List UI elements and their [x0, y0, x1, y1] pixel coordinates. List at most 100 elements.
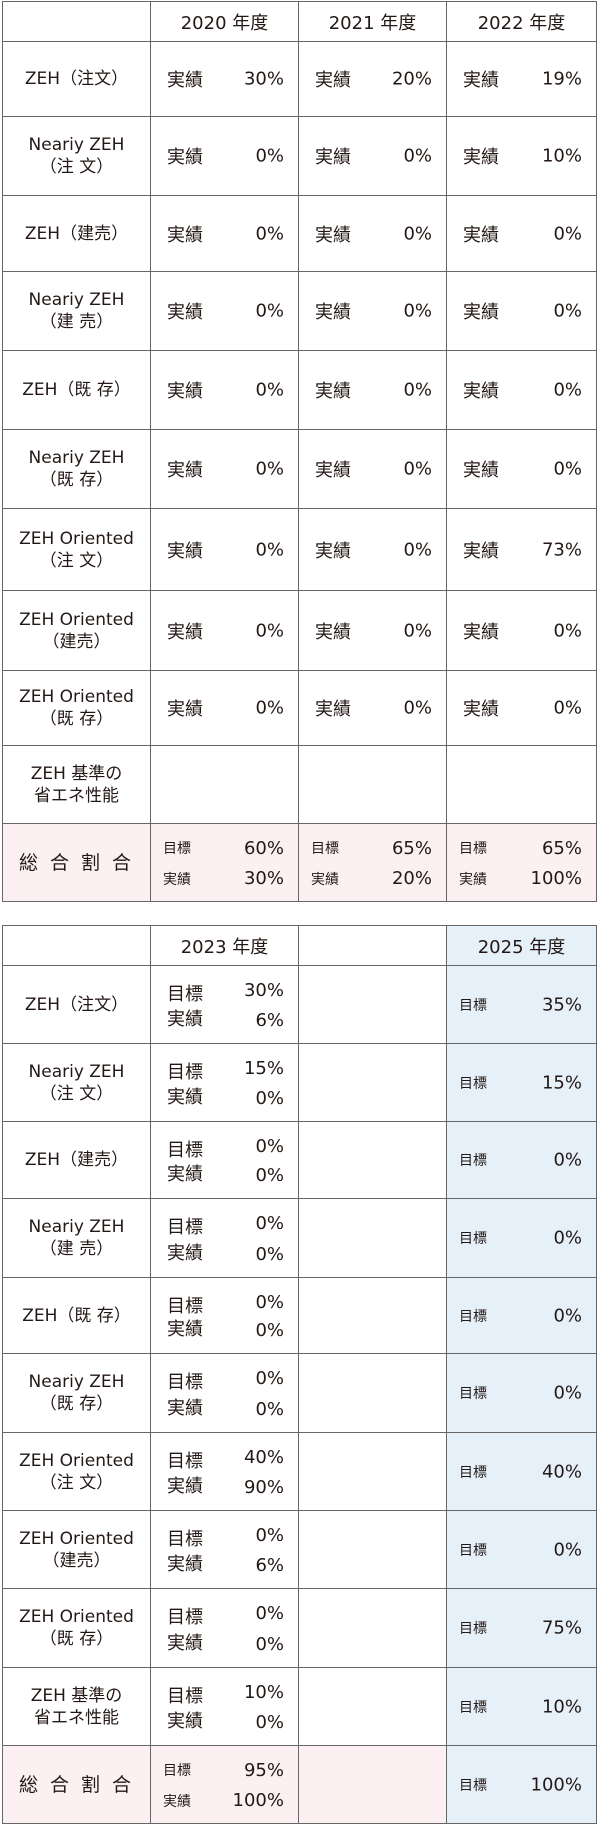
table-row: ZEH（注文） 目標 30% 実績 6% 目標 35%	[2, 965, 597, 1044]
target-label: 目標	[167, 1529, 203, 1550]
row-label: ZEH（建売）	[2, 195, 151, 272]
row-label: Neariy ZEH （注 文）	[2, 116, 151, 196]
target-value: 0%	[553, 1149, 582, 1171]
value-cell: 実績 20%	[298, 41, 447, 117]
target-label: 目標	[459, 1386, 487, 1402]
actual-label: 実績	[315, 381, 351, 402]
target-label: 目標	[459, 1464, 487, 1481]
actual-value: 100%	[232, 1790, 284, 1811]
target-label: 目標	[459, 1621, 487, 1637]
value-cell-2025: 目標 75%	[446, 1588, 597, 1668]
target-value: 65%	[391, 838, 432, 859]
target-value: 15%	[541, 1072, 582, 1093]
actual-label: 実績	[315, 224, 351, 246]
target-label: 目標	[459, 1153, 487, 1169]
empty-cell	[298, 965, 447, 1044]
value-cell: 実績 0%	[446, 590, 597, 671]
value-cell: 実績 0%	[298, 670, 447, 746]
total-row: 総 合 割 合目標 95% 実績 100% 目標 100%	[2, 1745, 597, 1824]
actual-value: 0%	[255, 145, 284, 167]
actual-value: 0%	[255, 539, 284, 560]
actual-label: 実績	[167, 381, 203, 402]
value-cell: 実績 0%	[446, 429, 597, 509]
value-cell: 実績 0%	[298, 508, 447, 591]
target-value: 15%	[243, 1058, 284, 1079]
actual-value: 30%	[243, 868, 284, 889]
value-cell-2023: 目標 10% 実績 0%	[150, 1667, 299, 1746]
actual-value: 0%	[403, 145, 432, 167]
actual-label: 実績	[167, 302, 203, 323]
target-label: 目標	[167, 1607, 203, 1628]
actual-value: 0%	[403, 697, 432, 719]
actual-label: 実績	[167, 1243, 203, 1264]
actual-label: 実績	[167, 147, 203, 168]
row-label: Neariy ZEH （既 存）	[2, 1353, 151, 1433]
value-cell-2025: 目標 15%	[446, 1043, 597, 1122]
target-label: 目標	[459, 997, 487, 1014]
targets-table-2023-2025: 2023 年度 2025 年度 ZEH（注文） 目標 30% 実績 6% 目標 35% Neari…	[2, 925, 597, 1824]
total-cell-2023: 目標 95% 実績 100%	[150, 1745, 299, 1824]
actual-value: 0%	[553, 458, 582, 480]
table-row: ZEH Oriented （既 存） 実績 0% 実績 0% 実績 0%	[2, 670, 597, 746]
table-row: ZEH Oriented （注 文） 目標 40% 実績 90% 目標 40%	[2, 1432, 597, 1511]
actual-label: 実績	[163, 1794, 191, 1810]
actual-value: 0%	[255, 1399, 284, 1420]
row-label: ZEH（建売）	[2, 1121, 151, 1199]
target-label: 目標	[163, 841, 191, 857]
target-value: 0%	[553, 1539, 582, 1560]
target-value: 100%	[530, 1774, 582, 1795]
actual-label: 実績	[463, 147, 499, 168]
value-cell-2023: 目標 0% 実績 0%	[150, 1121, 299, 1199]
actual-value: 19%	[541, 68, 582, 90]
actual-value: 0%	[403, 223, 432, 244]
actual-value: 0%	[255, 620, 284, 641]
target-value: 0%	[255, 1368, 284, 1389]
target-value: 0%	[553, 1305, 582, 1326]
value-cell-2023: 目標 0% 実績 0%	[150, 1198, 299, 1278]
row-label: ZEH（注文）	[2, 41, 151, 117]
actual-label: 実績	[167, 1633, 203, 1654]
total-cell: 目標 65% 実績 20%	[298, 823, 447, 902]
actual-value: 0%	[255, 1634, 284, 1655]
empty-cell	[298, 1198, 447, 1278]
value-cell: 実績 0%	[298, 429, 447, 509]
empty-cell	[298, 1353, 447, 1433]
target-value: 0%	[255, 1292, 284, 1313]
row-label: ZEH Oriented （既 存）	[2, 1588, 151, 1668]
table-row: ZEH Oriented （既 存） 目標 0% 実績 0% 目標 75%	[2, 1588, 597, 1668]
actual-value: 0%	[553, 620, 582, 641]
value-cell-2023: 目標 30% 実績 6%	[150, 965, 299, 1044]
row-label: ZEH（注文）	[2, 965, 151, 1044]
actual-label: 実績	[167, 1476, 203, 1497]
value-cell: 実績 30%	[150, 41, 299, 117]
row-label: Neariy ZEH （注 文）	[2, 1043, 151, 1122]
target-value: 10%	[243, 1682, 284, 1703]
value-cell: 実績 0%	[150, 350, 299, 430]
actual-label: 実績	[167, 1164, 203, 1185]
target-value: 0%	[255, 1213, 284, 1234]
target-label: 目標	[167, 984, 203, 1005]
actual-label: 実績	[167, 1711, 203, 1732]
actual-value: 90%	[243, 1477, 284, 1498]
empty-cell	[298, 1510, 447, 1589]
table-row: ZEH Oriented （建売） 目標 0% 実績 6% 目標 0%	[2, 1510, 597, 1589]
value-cell: 実績 10%	[446, 116, 597, 196]
actual-value: 20%	[391, 68, 432, 90]
value-cell: 実績 0%	[150, 429, 299, 509]
value-cell-2023: 目標 0% 実績 0%	[150, 1353, 299, 1433]
value-cell-2025: 目標 35%	[446, 965, 597, 1044]
target-label: 目標	[459, 1308, 487, 1325]
table-row: ZEH（建売） 目標 0% 実績 0% 目標 0%	[2, 1121, 597, 1199]
value-cell-2023: 目標 40% 実績 90%	[150, 1432, 299, 1511]
value-cell: 実績 0%	[150, 670, 299, 746]
target-label: 目標	[167, 1372, 203, 1393]
target-label: 目標	[167, 1062, 203, 1083]
empty-cell	[298, 1667, 447, 1746]
actual-label: 実績	[463, 224, 499, 246]
total-cell: 目標 65% 実績 100%	[446, 823, 597, 902]
value-cell-2023: 目標 15% 実績 0%	[150, 1043, 299, 1122]
target-label: 目標	[167, 1296, 203, 1317]
actual-value: 6%	[255, 1555, 284, 1576]
value-cell: 実績 0%	[446, 670, 597, 746]
table-row: Neariy ZEH （既 存） 実績 0% 実績 0% 実績 0%	[2, 429, 597, 509]
